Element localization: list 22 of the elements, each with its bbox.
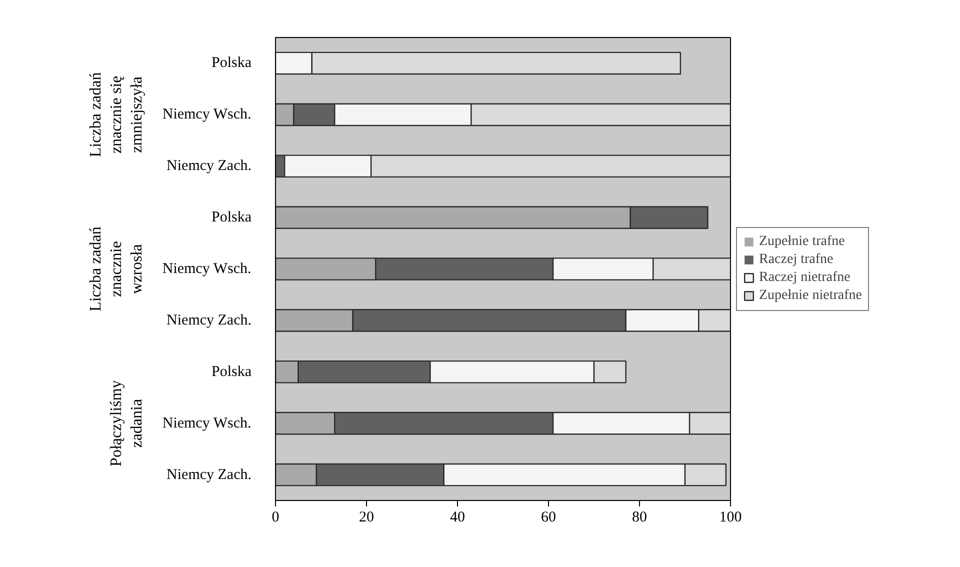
- y-tick-label: Niemcy Wsch.: [162, 415, 252, 432]
- x-tick-label: 20: [359, 510, 374, 526]
- y-tick-label: Polska: [211, 55, 252, 72]
- text: Połączyliśmy zadania: [108, 380, 146, 466]
- y-tick-label: Niemcy Zach.: [166, 466, 252, 483]
- legend-label: Raczej trafne: [759, 252, 834, 268]
- x-tick-label: 0: [272, 510, 280, 526]
- x-tick-label: 40: [450, 510, 465, 526]
- x-tick-label: 80: [632, 510, 647, 526]
- x-tick-label: 100: [719, 510, 742, 526]
- text: Liczba zadań znacznie wzrosła: [88, 226, 146, 312]
- y-tick-label: Niemcy Wsch.: [162, 261, 252, 277]
- text: Liczba zadań znacznie się zmniejszyła: [88, 72, 146, 158]
- legend-label: Zupełnie nietrafne: [759, 288, 862, 304]
- y-tick-label: Polska: [211, 210, 252, 226]
- x-tick-label: 60: [541, 510, 556, 526]
- y-tick-label: Niemcy Wsch.: [162, 106, 252, 123]
- legend-label: Zupełnie trafne: [759, 234, 845, 250]
- y-tick-label: Niemcy Zach.: [166, 158, 252, 174]
- y-tick-label: Polska: [211, 364, 252, 380]
- y-tick-label: Niemcy Zach.: [166, 312, 252, 328]
- legend-label: Raczej nietrafne: [759, 270, 850, 286]
